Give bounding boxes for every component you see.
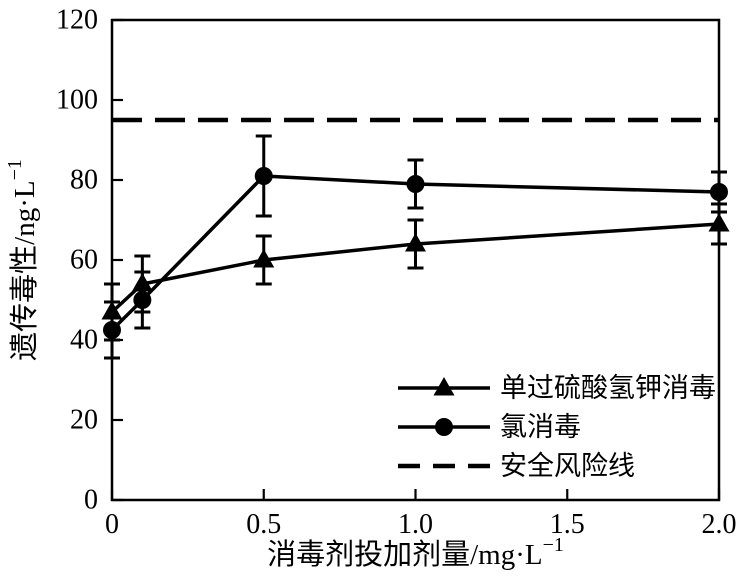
circle-marker (710, 183, 728, 201)
y-tick-label: 100 (56, 85, 98, 116)
circle-marker (103, 321, 121, 339)
circle-marker (133, 291, 152, 309)
series-circle (103, 134, 728, 360)
y-axis: 0 20 40 60 80 100 120 (56, 5, 123, 516)
y-tick-label: 120 (56, 5, 98, 36)
x-axis-title: 消毒剂投加剂量/mg·L−1 (267, 534, 564, 571)
x-tick-label: 1.0 (398, 509, 433, 540)
legend-entry: 安全风险线 (398, 451, 635, 481)
y-tick-label: 40 (70, 325, 98, 356)
y-tick-label: 20 (70, 405, 98, 436)
y-tick-label: 80 (70, 165, 98, 196)
x-axis: 0 0.5 1.0 1.5 2.0 (105, 489, 737, 540)
legend-label: 安全风险线 (500, 451, 635, 481)
y-tick-label: 0 (84, 485, 98, 516)
legend-entry: 单过硫酸氢钾消毒 (398, 373, 716, 403)
y-axis-title: 遗传毒性/ng·L−1 (4, 159, 41, 361)
triangle-marker (405, 233, 426, 252)
legend-entry: 氯消毒 (398, 412, 581, 442)
circle-marker (254, 167, 273, 185)
x-tick-label: 2.0 (702, 509, 737, 540)
y-tick-label: 60 (70, 245, 98, 276)
triangle-marker (708, 213, 730, 232)
x-tick-label: 0 (105, 509, 119, 540)
triangle-marker (433, 377, 455, 396)
x-tick-label: 1.5 (550, 509, 585, 540)
legend-label: 单过硫酸氢钾消毒 (500, 373, 716, 403)
x-tick-label: 0.5 (246, 509, 281, 540)
series-triangle (101, 202, 730, 342)
triangle-marker (253, 249, 275, 268)
circle-marker (435, 418, 453, 436)
legend-label: 氯消毒 (500, 412, 581, 442)
circle-marker (406, 175, 425, 193)
